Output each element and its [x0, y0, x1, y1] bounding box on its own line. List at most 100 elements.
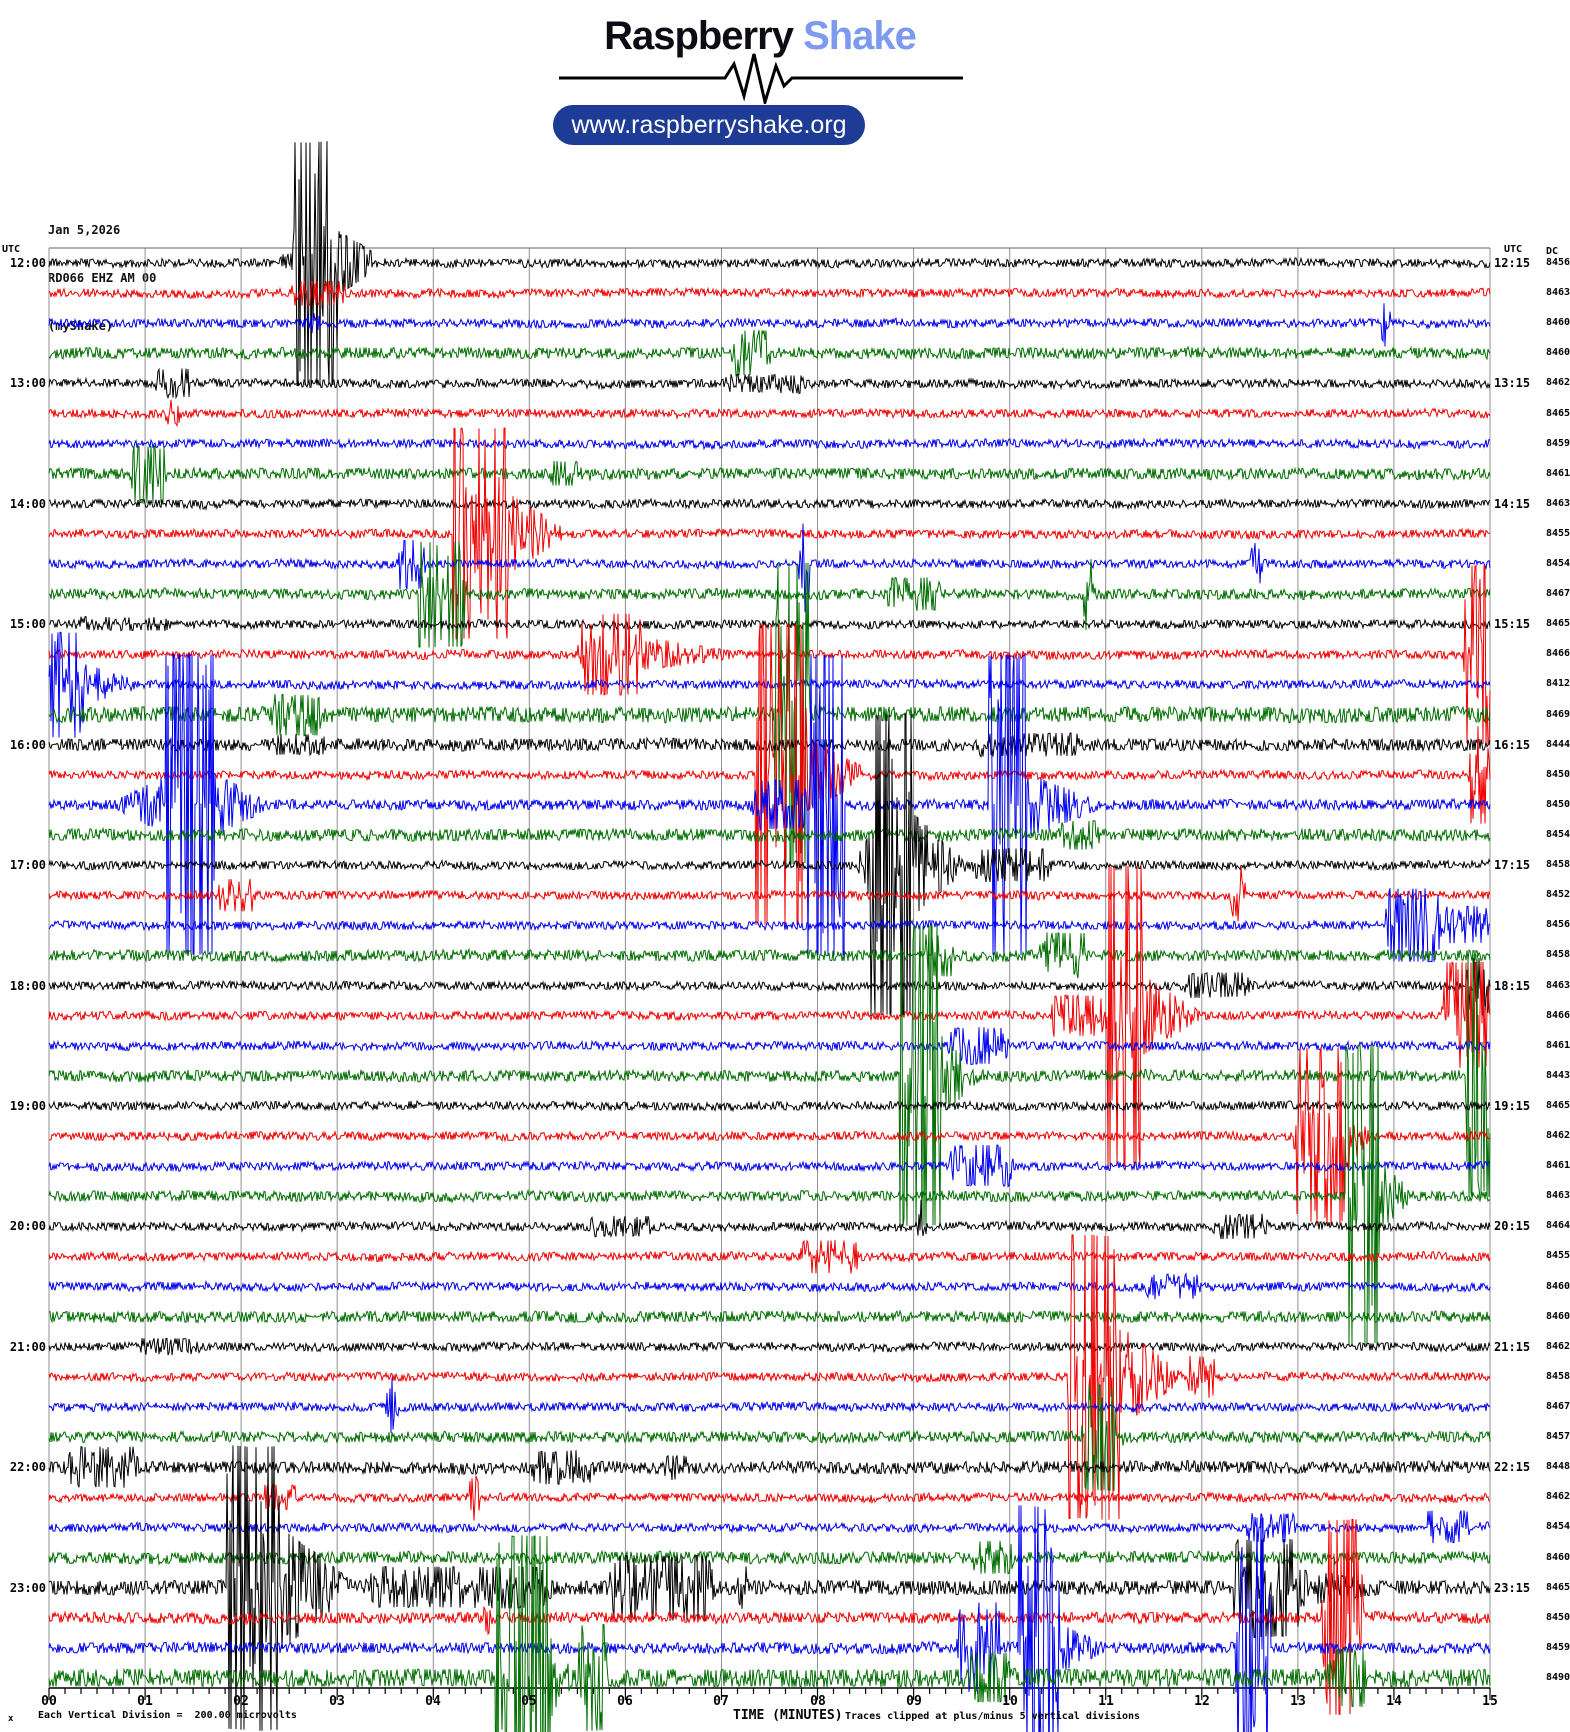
dc-value: 8466	[1546, 1010, 1570, 1021]
dc-value: 8456	[1546, 919, 1570, 930]
dc-value: 8460	[1546, 1281, 1570, 1292]
dc-value: 8465	[1546, 1100, 1570, 1111]
x-axis-minute-label: 02	[233, 1694, 249, 1709]
x-axis-title: TIME (MINUTES)	[733, 1708, 843, 1723]
dc-value: 8464	[1546, 1220, 1570, 1231]
hour-label-left: 18:00	[9, 979, 46, 993]
hour-label-left: 14:00	[9, 497, 46, 511]
dc-value: 8443	[1546, 1070, 1570, 1081]
seismic-trace	[48, 866, 1491, 922]
dc-value: 8463	[1546, 1190, 1570, 1201]
seismic-trace	[48, 562, 1491, 865]
seismic-trace	[48, 1144, 1491, 1188]
dc-value: 8450	[1546, 799, 1570, 810]
hour-label-right: 23:15	[1494, 1581, 1531, 1595]
seismic-trace	[48, 924, 1491, 1226]
dc-value: 8459	[1546, 438, 1570, 449]
hour-label-left: 13:00	[9, 376, 46, 390]
dc-value: 8458	[1546, 859, 1570, 870]
seismic-trace	[48, 653, 1491, 956]
dc-value: 8412	[1546, 678, 1570, 689]
hour-label-right: 14:15	[1494, 497, 1531, 511]
seismic-trace	[48, 1047, 1491, 1227]
dc-value: 8454	[1546, 1521, 1570, 1532]
dc-value: 8460	[1546, 1552, 1570, 1563]
utc-header-right: UTC	[1504, 244, 1523, 255]
clip-note: Traces clipped at plus/minus 5 vertical …	[845, 1711, 1141, 1722]
seismic-trace	[48, 303, 1491, 347]
hour-label-right: 16:15	[1494, 738, 1531, 752]
dc-value: 8444	[1546, 739, 1570, 750]
seismic-trace	[48, 565, 1491, 745]
dc-value: 8465	[1546, 618, 1570, 629]
x-axis-minute-label: 04	[425, 1694, 441, 1709]
dc-value: 8490	[1546, 1672, 1570, 1683]
seismic-trace	[48, 1199, 1491, 1240]
x-axis-minute-label: 05	[521, 1694, 537, 1709]
x-axis-minute-label: 12	[1194, 1694, 1210, 1709]
hour-label-left: 15:00	[9, 617, 46, 631]
dc-value: 8457	[1546, 1431, 1570, 1442]
x-axis-minute-label: 07	[713, 1694, 729, 1709]
hour-label-left: 20:00	[9, 1219, 46, 1233]
scale-note: Each Vertical Division = 200.00 microvol…	[38, 1710, 297, 1721]
hour-label-left: 12:00	[9, 256, 46, 270]
dc-value: 8452	[1546, 889, 1570, 900]
x-axis-minute-label: 09	[906, 1694, 922, 1709]
logo-secondary: Shake	[803, 14, 917, 58]
x-axis-minute-label: 13	[1290, 1694, 1306, 1709]
dc-value: 8458	[1546, 1371, 1570, 1382]
seismic-trace	[48, 820, 1491, 850]
website-button[interactable]: www.raspberryshake.org	[553, 105, 865, 145]
hour-label-left: 16:00	[9, 738, 46, 752]
dc-value: 8466	[1546, 648, 1570, 659]
seismic-trace	[48, 1337, 1491, 1356]
hour-label-right: 20:15	[1494, 1219, 1531, 1233]
seismic-trace	[48, 141, 1491, 387]
x-axis-minute-label: 08	[810, 1694, 826, 1709]
dc-value: 8467	[1546, 588, 1570, 599]
seismic-trace	[48, 427, 1490, 640]
dc-value: 8448	[1546, 1461, 1570, 1472]
seismic-trace	[48, 280, 1491, 307]
seismic-trace	[48, 541, 1491, 648]
seismic-trace	[48, 1027, 1491, 1066]
seismic-trace	[48, 445, 1491, 505]
x-axis-minute-label: 03	[329, 1694, 345, 1709]
dc-value: 8455	[1546, 1250, 1570, 1261]
dc-header: DC	[1546, 246, 1559, 257]
utc-header-left: UTC	[2, 244, 21, 255]
seismic-trace	[48, 1378, 1491, 1433]
seismic-trace	[48, 1446, 1491, 1488]
dc-value: 8465	[1546, 1582, 1570, 1593]
seismic-trace	[48, 1309, 1491, 1325]
dc-value: 8456	[1546, 257, 1570, 268]
dc-value: 8462	[1546, 1491, 1570, 1502]
seismic-trace	[48, 523, 1491, 613]
seismic-trace	[48, 1505, 1491, 1732]
seismic-trace	[48, 1272, 1491, 1300]
seismic-trace	[48, 865, 1491, 1167]
dc-value: 8463	[1546, 287, 1570, 298]
x-axis-minute-label: 14	[1386, 1694, 1402, 1709]
seismic-trace	[48, 367, 1491, 400]
hour-label-left: 21:00	[9, 1340, 46, 1354]
hour-label-right: 13:15	[1494, 376, 1531, 390]
seismic-pulse-icon	[559, 53, 963, 104]
dc-value: 8462	[1546, 1130, 1570, 1141]
x-axis-minute-label: 00	[41, 1694, 57, 1709]
seismic-trace	[49, 497, 1491, 511]
seismic-trace	[48, 1234, 1491, 1520]
logo-text: Raspberry Shake	[460, 14, 1060, 59]
hour-label-left: 19:00	[9, 1099, 46, 1113]
seismic-trace	[48, 1510, 1491, 1544]
dc-value: 8460	[1546, 1311, 1570, 1322]
dc-value: 8463	[1546, 980, 1570, 991]
seismic-trace	[48, 623, 1491, 925]
dc-value: 8459	[1546, 1642, 1570, 1653]
dc-value: 8460	[1546, 317, 1570, 328]
logo-primary: Raspberry	[604, 14, 794, 58]
dc-value: 8462	[1546, 1341, 1570, 1352]
dc-value: 8461	[1546, 468, 1570, 479]
